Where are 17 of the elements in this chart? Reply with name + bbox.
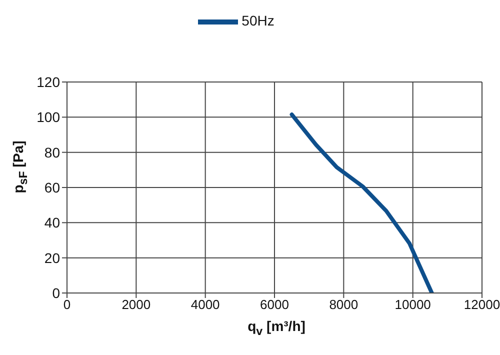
y-tick-label: 100 bbox=[36, 109, 60, 126]
y-tick-label: 60 bbox=[44, 179, 60, 196]
x-tick-label: 0 bbox=[63, 297, 71, 312]
y-tick-label: 120 bbox=[36, 74, 60, 90]
x-axis-title: q$_{v}$ [m³/h] bbox=[246, 318, 306, 338]
x-tick-label: 2000 bbox=[122, 297, 151, 312]
x-tick-label: 10000 bbox=[394, 297, 431, 312]
y-tick-label: 40 bbox=[44, 214, 60, 231]
y-tick-label: 80 bbox=[44, 144, 60, 160]
x-tick-label: 12000 bbox=[464, 297, 500, 312]
y-tick-label: 0 bbox=[52, 284, 60, 301]
x-tick-label: 6000 bbox=[260, 297, 289, 312]
x-tick-label: 4000 bbox=[190, 297, 220, 312]
y-tick-label: 20 bbox=[44, 250, 60, 266]
x-tick-label: 8000 bbox=[329, 297, 358, 312]
legend-label: 50Hz bbox=[242, 12, 274, 29]
line-series bbox=[290, 112, 434, 293]
